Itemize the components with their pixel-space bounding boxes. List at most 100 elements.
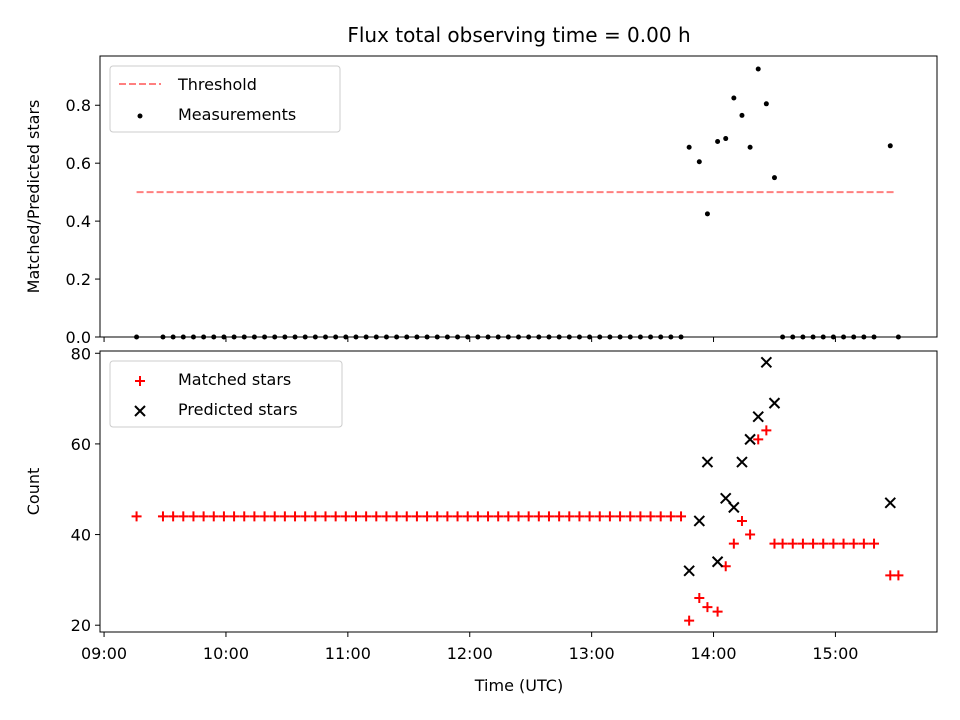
matched-star-point	[483, 511, 494, 522]
matched-star-point	[300, 511, 311, 522]
matched-star-point	[893, 570, 904, 581]
x-tick-label: 15:00	[812, 644, 858, 663]
measurement-point	[755, 66, 761, 72]
matched-star-point	[665, 511, 676, 522]
legend-measurement-swatch	[137, 113, 143, 119]
y-tick-label: 0.0	[66, 328, 91, 347]
measurement-point	[704, 211, 710, 217]
matched-star-point	[712, 606, 723, 617]
matched-star-point	[381, 511, 392, 522]
legend-label: Threshold	[177, 75, 257, 94]
measurement-point	[771, 175, 777, 181]
matched-star-point	[787, 538, 798, 549]
matched-star-point	[229, 511, 240, 522]
matched-star-point	[728, 538, 739, 549]
series-predicted-stars	[683, 356, 896, 577]
matched-star-point	[462, 511, 473, 522]
measurement-point	[723, 136, 729, 142]
plot-frame	[99, 350, 938, 633]
legend-box	[109, 360, 343, 428]
matched-star-point	[432, 511, 443, 522]
matched-star-point	[848, 538, 859, 549]
y-tick-label: 20	[71, 616, 91, 635]
matched-star-point	[188, 511, 199, 522]
y-tick-label: 0.8	[66, 96, 91, 115]
measurement-point	[887, 143, 893, 149]
matched-star-point	[340, 511, 351, 522]
matched-star-point	[604, 511, 615, 522]
ratio-panel: 0.0 0.2 0.4 0.6 0.8 Matched/Predicted stars Th…	[24, 55, 938, 347]
matched-star-point	[371, 511, 382, 522]
matched-star-point	[828, 538, 839, 549]
matched-star-point	[543, 511, 554, 522]
matched-star-point	[684, 615, 695, 626]
y-axis-label: Count	[24, 468, 43, 516]
x-tick-label: 13:00	[569, 644, 615, 663]
matched-star-point	[594, 511, 605, 522]
matched-star-point	[401, 511, 412, 522]
y-tick-label: 0.4	[66, 212, 91, 231]
matched-star-point	[761, 425, 772, 436]
matched-star-point	[493, 511, 504, 522]
matched-star-point	[239, 511, 250, 522]
legend-matched-swatch	[135, 376, 145, 386]
matched-star-point	[157, 511, 168, 522]
legend-label: Matched stars	[178, 370, 291, 389]
x-tick-label: 14:00	[690, 644, 736, 663]
matched-star-point	[625, 511, 636, 522]
matched-star-point	[818, 538, 829, 549]
legend-label: Predicted stars	[178, 400, 298, 419]
x-tick-label: 09:00	[81, 644, 127, 663]
predicted-star-point	[744, 433, 756, 446]
matched-star-point	[198, 511, 209, 522]
matched-star-point	[472, 511, 483, 522]
matched-star-point	[655, 511, 666, 522]
matched-star-point	[797, 538, 808, 549]
chart-title: Flux total observing time = 0.00 h	[347, 23, 690, 47]
matched-star-point	[422, 511, 433, 522]
matched-star-point	[310, 511, 321, 522]
matched-star-point	[635, 511, 646, 522]
matched-star-point	[269, 511, 280, 522]
measurement-point	[696, 159, 702, 165]
predicted-star-point	[752, 411, 764, 423]
predicted-star-point	[884, 497, 896, 509]
matched-star-point	[330, 511, 341, 522]
matched-star-point	[442, 511, 453, 522]
x-tick-label: 11:00	[325, 644, 371, 663]
matched-star-point	[574, 511, 585, 522]
matched-star-point	[745, 529, 756, 540]
matched-star-point	[290, 511, 301, 522]
predicted-star-point	[683, 565, 695, 577]
matched-star-point	[838, 538, 849, 549]
measurement-point	[739, 112, 745, 118]
x-axis-label: Time (UTC)	[474, 676, 563, 695]
legend-predicted-swatch	[134, 405, 146, 417]
matched-star-point	[178, 511, 189, 522]
matched-star-point	[533, 511, 544, 522]
matched-star-point	[615, 511, 626, 522]
y-axis-label: Matched/Predicted stars	[24, 100, 43, 294]
matched-star-point	[503, 511, 514, 522]
matched-star-point	[554, 511, 565, 522]
matched-star-point	[320, 511, 331, 522]
matched-star-point	[259, 511, 270, 522]
matched-star-point	[736, 515, 747, 526]
measurement-point	[763, 101, 769, 107]
measurement-point	[747, 144, 753, 150]
matched-star-point	[350, 511, 361, 522]
matched-star-point	[208, 511, 219, 522]
legend-label: Measurements	[178, 105, 296, 124]
matched-star-point	[676, 511, 687, 522]
predicted-star-point	[701, 456, 714, 468]
matched-star-point	[584, 511, 595, 522]
matched-star-point	[777, 538, 788, 549]
count-panel: 20 40 60 80 09:00 10:00 11:00 12:00 13:00 14:00 15…	[24, 344, 938, 663]
matched-star-point	[869, 538, 880, 549]
matched-star-point	[411, 511, 422, 522]
legend: Matched stars Predicted stars	[109, 360, 343, 428]
predicted-star-point	[693, 515, 706, 527]
predicted-star-point	[736, 456, 748, 468]
matched-star-point	[513, 511, 524, 522]
y-tick-label: 0.6	[66, 154, 91, 173]
